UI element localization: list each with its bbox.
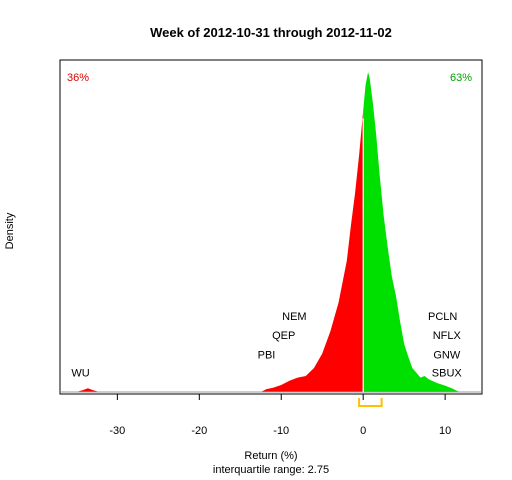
chart-title: Week of 2012-10-31 through 2012-11-02: [150, 25, 392, 40]
negative-return-area: [60, 110, 364, 393]
x-tick-label: 10: [439, 425, 451, 437]
plot-frame: [59, 59, 483, 395]
positive-share-label: 63%: [450, 72, 472, 84]
x-tick-label: 0: [360, 425, 366, 437]
chart-subtitle: interquartile range: 2.75: [213, 464, 329, 476]
density-areas: [60, 72, 482, 393]
ticker-label: NFLX: [433, 330, 462, 342]
positive-return-area: [363, 72, 482, 392]
ticker-label: PCLN: [428, 311, 457, 323]
iqr-marker: [358, 398, 383, 407]
ticker-label: SBUX: [432, 368, 463, 380]
x-axis: -30 -20 -10 0 10: [109, 393, 451, 437]
x-tick-label: -20: [191, 425, 207, 437]
x-tick-label: -30: [109, 425, 125, 437]
negative-share-label: 36%: [67, 72, 89, 84]
ticker-label: NEM: [282, 311, 306, 323]
ticker-label: WU: [71, 368, 89, 380]
ticker-label: GNW: [433, 349, 461, 361]
ticker-label: PBI: [258, 349, 276, 361]
ticker-annotations: WU PBI QEP NEM PCLN NFLX GNW SBUX: [71, 311, 462, 380]
y-axis-label: Density: [4, 212, 16, 249]
x-axis-label: Return (%): [244, 450, 297, 462]
ticker-label: QEP: [272, 330, 295, 342]
x-tick-label: -10: [273, 425, 289, 437]
